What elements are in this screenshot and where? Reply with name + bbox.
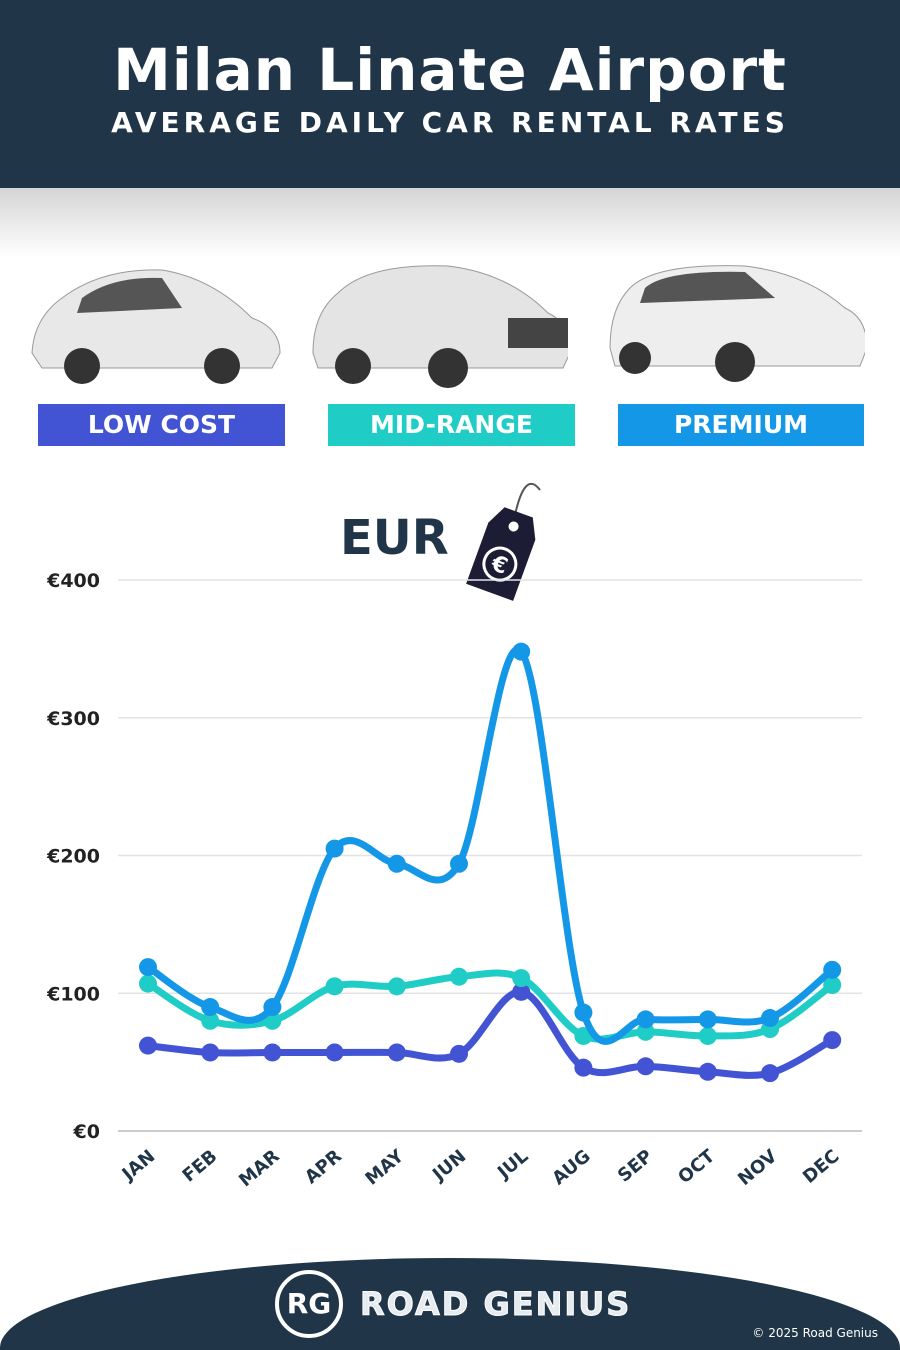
data-point bbox=[387, 1043, 406, 1062]
data-point bbox=[574, 1003, 593, 1022]
x-tick-label: AUG bbox=[548, 1146, 594, 1190]
x-tick-label: OCT bbox=[674, 1145, 719, 1188]
data-point bbox=[698, 1010, 717, 1029]
x-tick-label: SEP bbox=[614, 1146, 657, 1187]
data-point bbox=[201, 998, 220, 1017]
data-point bbox=[450, 1044, 468, 1063]
premium-car-image bbox=[609, 265, 865, 382]
data-point bbox=[512, 969, 531, 988]
legend-low-cost: LOW COST bbox=[38, 404, 285, 446]
y-tick-label: €300 bbox=[46, 708, 100, 730]
data-point bbox=[823, 1031, 842, 1050]
euro-price-tag-icon: € bbox=[466, 483, 541, 601]
x-tick-label: APR bbox=[301, 1146, 346, 1189]
data-point bbox=[139, 974, 157, 993]
legend-premium: PREMIUM bbox=[618, 404, 864, 446]
y-tick-label: €200 bbox=[46, 846, 100, 868]
low-cost-car-image bbox=[31, 269, 281, 384]
data-point bbox=[512, 982, 531, 1001]
y-tick-label: €400 bbox=[46, 570, 100, 592]
series-line-2 bbox=[144, 646, 836, 1045]
y-tick-label: €100 bbox=[46, 983, 100, 1005]
header-shadow bbox=[0, 188, 900, 258]
x-tick-label: MAY bbox=[361, 1145, 408, 1189]
series-line-1 bbox=[144, 969, 836, 1043]
x-tick-label: DEC bbox=[799, 1146, 843, 1188]
x-tick-label: FEB bbox=[179, 1146, 222, 1187]
mid-range-car-image bbox=[312, 265, 568, 388]
data-point bbox=[325, 839, 344, 858]
data-point bbox=[574, 1058, 593, 1077]
data-point bbox=[761, 1064, 779, 1083]
data-point bbox=[698, 1062, 717, 1081]
data-point bbox=[387, 977, 406, 996]
data-point bbox=[636, 1022, 655, 1041]
data-point bbox=[761, 1009, 779, 1028]
brand-name: ROAD GENIUS bbox=[359, 1285, 632, 1324]
data-point bbox=[325, 977, 344, 996]
data-point bbox=[636, 1010, 655, 1029]
data-point bbox=[139, 958, 157, 977]
legend-mid-range: MID-RANGE bbox=[328, 404, 575, 446]
data-point bbox=[450, 967, 468, 986]
data-point bbox=[201, 1011, 220, 1030]
data-point bbox=[823, 975, 842, 994]
data-point bbox=[263, 1043, 282, 1062]
x-tick-label: NOV bbox=[734, 1146, 781, 1190]
x-tick-label: JUL bbox=[492, 1146, 532, 1184]
data-point bbox=[201, 1043, 220, 1062]
data-point bbox=[636, 1057, 655, 1076]
currency-label: EUR bbox=[340, 510, 449, 566]
x-tick-label: JAN bbox=[117, 1146, 159, 1186]
line-chart: €0 €100 €200 €300 €400 JAN FEB MAR APR MAY JUN JUL A… bbox=[46, 570, 862, 1192]
data-point bbox=[698, 1026, 717, 1045]
road-genius-logo: RG bbox=[275, 1270, 343, 1338]
data-point bbox=[139, 1036, 157, 1055]
x-tick-label: MAR bbox=[235, 1146, 284, 1192]
header: Milan Linate Airport AVERAGE DAILY CAR R… bbox=[0, 0, 900, 188]
data-point bbox=[387, 854, 406, 873]
data-point bbox=[512, 642, 531, 661]
page-title: Milan Linate Airport bbox=[113, 36, 787, 104]
svg-text:€: € bbox=[487, 551, 511, 580]
data-point bbox=[450, 854, 468, 873]
y-tick-label: €0 bbox=[73, 1121, 100, 1143]
copyright: © 2025 Road Genius bbox=[752, 1326, 878, 1340]
data-point bbox=[263, 998, 282, 1017]
page-subtitle: AVERAGE DAILY CAR RENTAL RATES bbox=[111, 106, 789, 139]
data-point bbox=[325, 1043, 344, 1062]
x-tick-label: JUN bbox=[427, 1146, 470, 1187]
data-point bbox=[823, 960, 842, 979]
